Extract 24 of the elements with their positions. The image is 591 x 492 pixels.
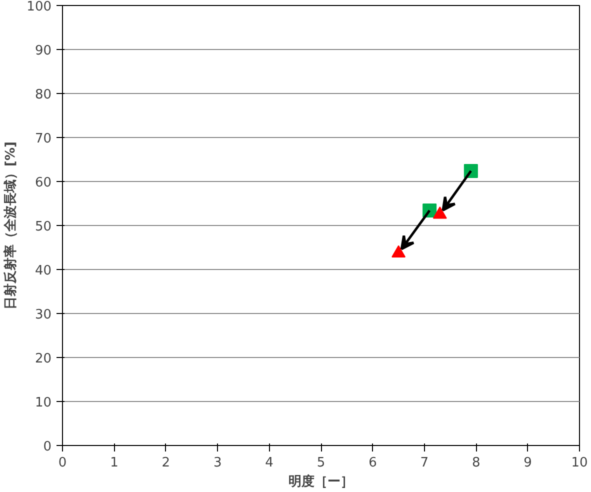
y-tick-label: 70 xyxy=(34,132,52,146)
x-tick-label: 2 xyxy=(162,456,170,470)
y-tick-label: 60 xyxy=(34,176,52,190)
y-tick-label: 90 xyxy=(34,44,52,58)
y-tick-label: 100 xyxy=(26,0,52,14)
y-tick-label: 40 xyxy=(34,264,52,278)
x-tick-label: 8 xyxy=(472,456,480,470)
x-tick-label: 1 xyxy=(110,456,118,470)
y-tick-label: 80 xyxy=(34,88,52,102)
x-tick-label: 3 xyxy=(213,456,222,470)
y-tick-label: 0 xyxy=(43,440,52,454)
y-tick-label: 50 xyxy=(34,220,52,234)
x-tick-label: 10 xyxy=(571,456,588,470)
y-tick-label: 10 xyxy=(34,396,52,410)
x-tick-label: 5 xyxy=(316,456,326,470)
x-axis-title: 明度［ー］ xyxy=(288,474,354,490)
x-tick-label: 0 xyxy=(58,456,67,470)
y-tick-label: 30 xyxy=(34,308,52,322)
x-tick-label: 9 xyxy=(524,456,532,470)
y-tick-label: 20 xyxy=(34,352,52,366)
x-tick-label: 4 xyxy=(265,456,274,470)
x-tick-label: 7 xyxy=(420,456,429,470)
y-axis-title: 日射反射率（全波長域）[%] xyxy=(2,142,19,310)
x-tick-label: 6 xyxy=(368,456,377,470)
